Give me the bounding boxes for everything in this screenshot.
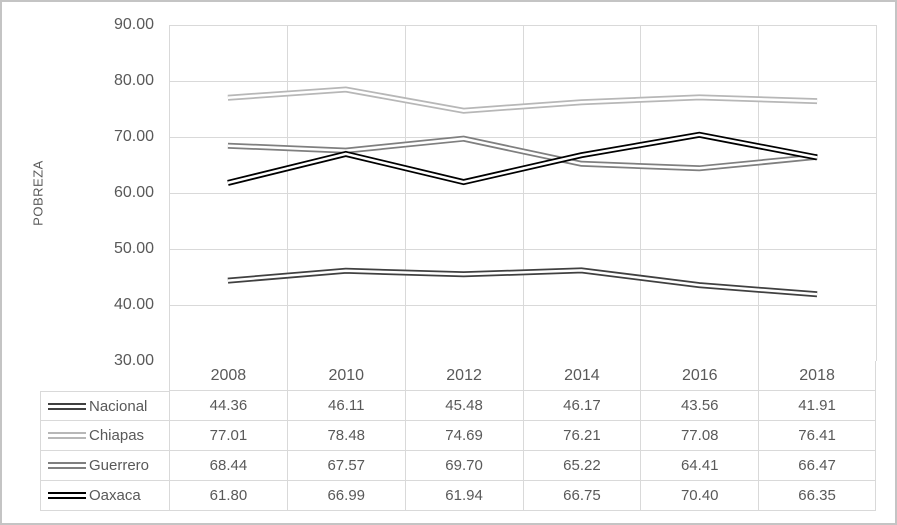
value-cell: 46.17: [522, 391, 641, 421]
value-label: 66.47: [798, 457, 836, 474]
y-tick-label: 50.00: [113, 240, 154, 257]
value-cell: 70.40: [640, 481, 759, 511]
legend-key-nacional: [48, 402, 86, 410]
value-label: 66.99: [327, 487, 366, 504]
value-cell: 74.69: [404, 421, 523, 451]
value-cell: 77.08: [640, 421, 759, 451]
series-name: Guerrero: [89, 457, 150, 474]
series-name: Nacional: [89, 397, 148, 415]
value-cell: 67.57: [286, 451, 405, 481]
gridlines-vertical: [169, 25, 877, 361]
y-tick-label: 30.00: [113, 352, 154, 369]
value-cell: 66.35: [758, 481, 876, 511]
value-label: 77.08: [680, 427, 719, 444]
table-header-year: 2018: [758, 361, 876, 391]
series-line-nacional: [227, 267, 818, 298]
value-label: 46.17: [563, 397, 601, 414]
value-cell: 41.91: [758, 391, 876, 421]
value-label: 65.22: [563, 457, 601, 474]
value-label: 76.21: [563, 427, 601, 444]
table-header-year: 2010: [286, 361, 405, 391]
table-header-year: 2014: [522, 361, 641, 391]
y-axis-title: POBREZA: [30, 160, 46, 226]
legend-key-guerrero: [48, 462, 86, 469]
value-label: 66.75: [563, 487, 601, 504]
legend-key-chiapas: [48, 432, 86, 439]
y-tick-label: 40.00: [113, 296, 154, 313]
value-cell: 78.48: [286, 421, 405, 451]
series-name: Oaxaca: [89, 487, 141, 504]
value-label: 68.44: [209, 457, 248, 474]
value-label: 45.48: [445, 397, 483, 414]
value-label: 77.01: [209, 427, 248, 444]
value-cell: 77.01: [169, 421, 287, 451]
legend-key-oaxaca: [48, 492, 86, 499]
value-cell: 76.41: [758, 421, 876, 451]
value-label: 46.11: [328, 397, 365, 414]
value-label: 67.57: [327, 457, 366, 474]
value-label: 64.41: [680, 457, 719, 474]
gridlines-horizontal: [169, 25, 876, 362]
value-cell: 66.47: [758, 451, 876, 481]
table-corner-cell: [40, 361, 169, 391]
value-cell: 69.70: [404, 451, 523, 481]
value-label: 78.48: [327, 427, 366, 444]
value-label: 74.69: [445, 427, 483, 444]
y-tick-label: 80.00: [113, 72, 154, 89]
value-cell: 64.41: [640, 451, 759, 481]
value-cell: 46.11: [286, 391, 405, 421]
value-label: 43.56: [680, 397, 719, 414]
value-cell: 45.48: [404, 391, 523, 421]
legend-cell-oaxaca: Oaxaca: [40, 481, 169, 511]
value-label: 44.36: [209, 397, 248, 414]
series-name: Chiapas: [89, 427, 145, 444]
value-label: 66.35: [798, 487, 836, 504]
series-stroke-outer: [227, 131, 818, 186]
legend-cell-chiapas: Chiapas: [40, 421, 169, 451]
value-label: 70.40: [680, 487, 719, 504]
series-line-chiapas: [227, 86, 818, 114]
value-cell: 65.22: [522, 451, 641, 481]
value-label: 61.80: [209, 487, 248, 504]
table-header-year: 2012: [404, 361, 523, 391]
legend-cell-guerrero: Guerrero: [40, 451, 169, 481]
value-cell: 68.44: [169, 451, 287, 481]
value-label: 41.91: [798, 397, 836, 414]
value-cell: 44.36: [169, 391, 287, 421]
series-stroke-core: [227, 88, 818, 112]
value-cell: 66.75: [522, 481, 641, 511]
year-label: 2008: [210, 366, 247, 384]
y-tick-label: 70.00: [113, 128, 154, 145]
value-label: 69.70: [445, 457, 483, 474]
value-cell: 61.94: [404, 481, 523, 511]
value-cell: 66.99: [286, 481, 405, 511]
legend-cell-nacional: Nacional: [40, 391, 169, 421]
value-label: 61.94: [445, 487, 483, 504]
series-line-oaxaca: [227, 131, 818, 186]
data-table: 2008 2010 2012 2014 2016 2018 Nacional 44.36 46.…: [40, 361, 876, 511]
year-label: 2010: [328, 366, 365, 384]
value-cell: 61.80: [169, 481, 287, 511]
value-label: 76.41: [798, 427, 836, 444]
year-label: 2016: [681, 366, 718, 384]
series-line-guerrero: [227, 135, 818, 172]
value-cell: 76.21: [522, 421, 641, 451]
y-tick-label: 90.00: [113, 16, 154, 33]
table-header-year: 2008: [169, 361, 287, 391]
year-label: 2012: [446, 366, 482, 384]
series-stroke-core: [227, 137, 818, 170]
value-cell: 43.56: [640, 391, 759, 421]
year-label: 2014: [564, 366, 600, 384]
y-tick-label: 60.00: [113, 184, 154, 201]
series-stroke-core: [227, 133, 818, 185]
year-label: 2018: [799, 366, 835, 384]
table-header-year: 2016: [640, 361, 759, 391]
series-stroke-core: [227, 269, 818, 296]
